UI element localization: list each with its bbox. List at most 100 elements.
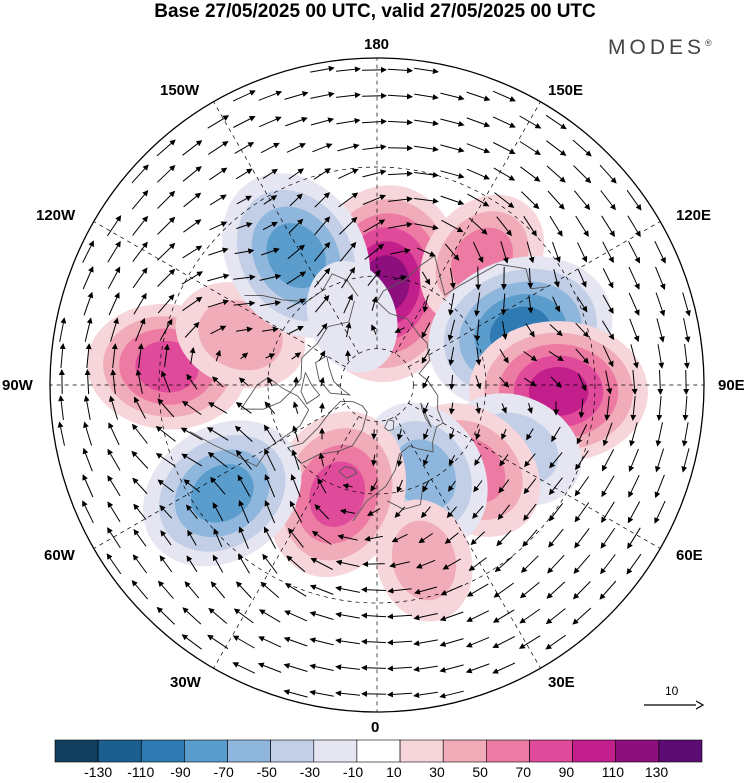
colorbar-swatch [97, 739, 142, 763]
wind-vector [387, 170, 413, 177]
coastline [314, 355, 352, 396]
wind-vector [500, 293, 507, 316]
wind-vector [84, 369, 91, 395]
wind-vector [318, 350, 326, 361]
colorbar-tick: -10 [342, 764, 364, 780]
wind-vector [549, 324, 563, 337]
wind-vector [441, 219, 464, 233]
anomaly-center [375, 499, 473, 622]
wind-vector [240, 352, 249, 360]
wind-vector [501, 321, 508, 340]
wind-vector [492, 662, 516, 674]
wind-vector [234, 425, 253, 442]
colorbar-tick: -130 [84, 764, 113, 780]
wind-vector [213, 528, 223, 548]
wind-vector [82, 266, 94, 290]
wind-vector [238, 526, 249, 549]
wind-vector [493, 582, 514, 598]
wind-vector [318, 452, 325, 467]
wind-vector [288, 168, 305, 180]
coastline [300, 372, 321, 405]
wind-vector [364, 243, 385, 260]
colorbar-tick: -50 [256, 764, 277, 780]
wind-vector [387, 587, 412, 594]
colorbar-swatch [270, 739, 315, 763]
wind-vector [474, 454, 482, 466]
wind-vector [285, 116, 308, 127]
wind-vector [440, 170, 465, 179]
wind-vector [416, 247, 436, 257]
wind-vector [394, 327, 405, 333]
wind-vector [209, 194, 227, 206]
wind-vector [492, 636, 515, 648]
wind-vector [415, 559, 436, 569]
meridian-line [408, 402, 661, 549]
wind-vector [421, 348, 431, 364]
wind-vector [159, 318, 173, 341]
wind-vector [448, 480, 456, 492]
wind-vector [58, 395, 65, 420]
wind-vector [577, 269, 587, 288]
wind-vector [576, 296, 588, 313]
wind-vector [283, 663, 308, 672]
wind-vector [157, 216, 176, 235]
wind-vector [283, 689, 308, 698]
wind-vector [414, 171, 439, 178]
wind-vector [339, 508, 356, 515]
wind-vector [575, 348, 589, 364]
wind-vector [552, 242, 561, 263]
wind-vector [264, 401, 276, 415]
wind-vector [209, 221, 228, 231]
anomaly-center [268, 411, 407, 578]
wind-vector [499, 349, 509, 364]
wind-vector [446, 506, 457, 519]
wind-vector [287, 244, 305, 260]
meridian-line [394, 416, 541, 669]
wind-vector [574, 190, 591, 211]
wind-vector [341, 267, 356, 289]
wind-vector [605, 370, 613, 395]
wind-vector [233, 300, 256, 307]
wind-vector [600, 190, 616, 211]
wind-vector [337, 168, 359, 180]
wind-vector [132, 554, 148, 574]
colorbar-tick: 10 [386, 764, 402, 780]
wind-vector [475, 402, 482, 415]
wind-vector [501, 403, 507, 414]
wind-vector [628, 448, 639, 473]
wind-vector [343, 293, 353, 314]
wind-vector [389, 561, 410, 569]
wind-vector [335, 585, 360, 593]
wind-vector [524, 377, 537, 387]
wind-vector [545, 114, 567, 130]
wind-vector [413, 691, 438, 699]
wind-vector [262, 168, 278, 180]
wind-vector [631, 370, 638, 395]
wind-vector [157, 479, 175, 493]
wind-vector [289, 218, 304, 233]
wind-vector [655, 448, 665, 473]
wind-vector [108, 292, 120, 316]
wind-vector [337, 534, 358, 541]
wind-vector [394, 506, 406, 518]
wind-vector [389, 248, 411, 255]
coastline [376, 254, 547, 302]
wind-vector [187, 529, 197, 546]
wind-vector [387, 613, 413, 620]
wind-vector [210, 325, 227, 335]
wind-vector [287, 527, 304, 548]
wind-vector [387, 67, 413, 74]
brand-text: MODES [608, 36, 706, 59]
wind-vector [181, 400, 202, 416]
wind-vector [468, 557, 487, 571]
wind-vector [602, 294, 614, 314]
wind-vector [362, 169, 387, 178]
latitude-circle [158, 166, 596, 604]
wind-vector [208, 402, 228, 414]
wind-vector [439, 664, 464, 673]
wind-vector [474, 319, 481, 342]
wind-vector [233, 608, 254, 624]
wind-vector [82, 500, 94, 524]
wind-vector [159, 504, 173, 519]
wind-vector [210, 581, 226, 599]
